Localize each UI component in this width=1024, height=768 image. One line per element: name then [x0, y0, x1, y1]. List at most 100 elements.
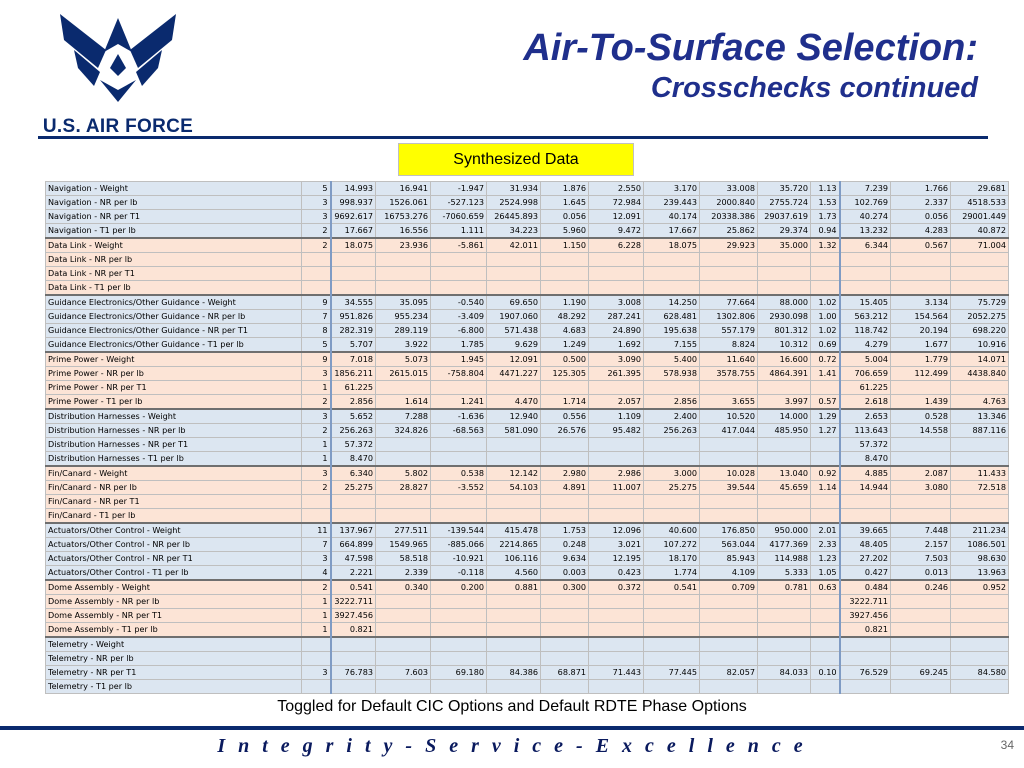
table-cell: 1.29: [810, 408, 840, 424]
table-cell: 176.850: [699, 522, 758, 538]
table-cell: 4.560: [486, 565, 541, 581]
table-cell: 71.004: [950, 237, 1009, 253]
table-cell: [430, 679, 487, 694]
table-cell: 3: [301, 366, 331, 381]
row-label-cell: Actuators/Other Control - NR per lb: [45, 537, 302, 552]
table-cell: [430, 651, 487, 666]
table-cell: [430, 266, 487, 281]
table-cell: 4177.369: [757, 537, 811, 552]
table-cell: 20.194: [890, 323, 951, 338]
table-cell: 57.372: [838, 437, 891, 452]
table-row: Guidance Electronics/Other Guidance - NR…: [45, 309, 1009, 324]
table-cell: 1549.965: [375, 537, 431, 552]
table-cell: -68.563: [430, 423, 487, 438]
synthesized-data-badge: Synthesized Data: [398, 143, 634, 176]
table-row: Prime Power - NR per T1 1 61.225 61.225: [45, 380, 1009, 395]
table-cell: 7.018: [329, 351, 376, 367]
table-cell: 71.443: [588, 665, 644, 680]
table-cell: 39.544: [699, 480, 758, 495]
table-cell: [430, 622, 487, 638]
table-cell: 10.312: [757, 337, 811, 353]
table-cell: [588, 437, 644, 452]
table-cell: 15.405: [838, 294, 891, 310]
table-cell: [890, 266, 951, 281]
row-label-cell: Telemetry - T1 per lb: [45, 679, 302, 694]
table-cell: 7.448: [890, 522, 951, 538]
table-cell: 118.742: [838, 323, 891, 338]
table-cell: 16.556: [375, 223, 431, 239]
table-cell: 3927.456: [838, 608, 891, 623]
table-cell: [810, 380, 840, 395]
table-cell: 0.781: [757, 579, 811, 595]
table-cell: 0.709: [699, 579, 758, 595]
table-cell: 95.482: [588, 423, 644, 438]
table-cell: 485.950: [757, 423, 811, 438]
table-row: Telemetry - T1 per lb: [45, 679, 1009, 694]
table-cell: 26445.893: [486, 209, 541, 224]
table-row: Guidance Electronics/Other Guidance - T1…: [45, 337, 1009, 353]
table-row: Data Link - T1 per lb: [45, 280, 1009, 296]
table-cell: 48.292: [540, 309, 589, 324]
table-row: Guidance Electronics/Other Guidance - We…: [45, 294, 1009, 310]
table-cell: [838, 636, 891, 652]
table-cell: 195.638: [643, 323, 700, 338]
table-row: Dome Assembly - NR per T1 1 3927.456 3927.4…: [45, 608, 1009, 623]
table-cell: [699, 622, 758, 638]
table-cell: [486, 437, 541, 452]
row-label-cell: Distribution Harnesses - T1 per lb: [45, 451, 302, 467]
row-label-cell: Dome Assembly - T1 per lb: [45, 622, 302, 638]
table-cell: -1.636: [430, 408, 487, 424]
table-cell: 8: [301, 323, 331, 338]
table-cell: 1.785: [430, 337, 487, 353]
table-cell: [699, 252, 758, 267]
table-cell: 0.427: [838, 565, 891, 581]
table-cell: 557.179: [699, 323, 758, 338]
table-cell: [950, 679, 1009, 694]
row-label-cell: Telemetry - NR per T1: [45, 665, 302, 680]
table-cell: 2: [301, 223, 331, 239]
table-cell: [375, 651, 431, 666]
table-cell: [757, 622, 811, 638]
table-cell: 1856.211: [329, 366, 376, 381]
table-cell: 45.659: [757, 480, 811, 495]
table-cell: 1.779: [890, 351, 951, 367]
table-cell: 6.228: [588, 237, 644, 253]
table-cell: [486, 451, 541, 467]
table-cell: 0.013: [890, 565, 951, 581]
table-cell: -10.921: [430, 551, 487, 566]
table-cell: 3: [301, 408, 331, 424]
table-cell: [643, 594, 700, 609]
table-cell: 102.769: [838, 195, 891, 210]
table-cell: 7.503: [890, 551, 951, 566]
table-cell: 1.774: [643, 565, 700, 581]
table-cell: 1.05: [810, 565, 840, 581]
table-cell: 18.075: [329, 237, 376, 253]
table-cell: [643, 679, 700, 694]
table-cell: [643, 608, 700, 623]
table-cell: -527.123: [430, 195, 487, 210]
table-cell: 69.245: [890, 665, 951, 680]
row-label-cell: Data Link - Weight: [45, 237, 302, 253]
table-row: Fin/Canard - NR per T1: [45, 494, 1009, 509]
table-cell: [699, 280, 758, 296]
table-cell: 5.707: [329, 337, 376, 353]
table-cell: 3.000: [643, 465, 700, 481]
page-number: 34: [1000, 738, 1014, 752]
table-cell: [375, 636, 431, 652]
table-cell: 7: [301, 309, 331, 324]
table-cell: 0.541: [329, 579, 376, 595]
table-cell: 5: [301, 181, 331, 196]
table-cell: 84.386: [486, 665, 541, 680]
table-cell: 14.558: [890, 423, 951, 438]
table-cell: [430, 380, 487, 395]
table-cell: 2.087: [890, 465, 951, 481]
row-label-cell: Distribution Harnesses - Weight: [45, 408, 302, 424]
table-cell: 1302.806: [699, 309, 758, 324]
table-cell: 887.116: [950, 423, 1009, 438]
table-cell: 0.94: [810, 223, 840, 239]
table-cell: 1.692: [588, 337, 644, 353]
table-cell: 1.109: [588, 408, 644, 424]
table-cell: 287.241: [588, 309, 644, 324]
table-cell: [588, 252, 644, 267]
table-cell: [540, 651, 589, 666]
